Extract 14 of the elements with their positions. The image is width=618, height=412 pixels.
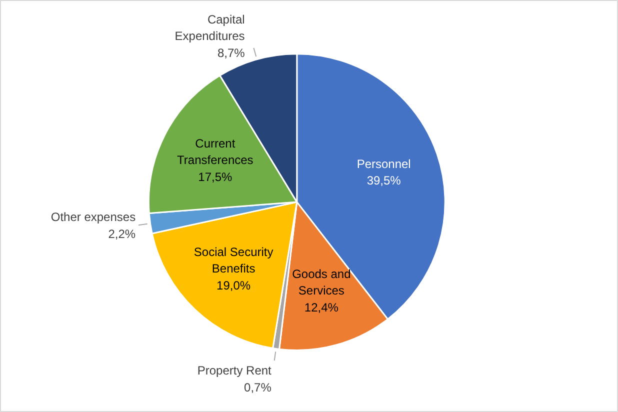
data-label: 17,5% — [198, 170, 233, 184]
data-label: 19,0% — [216, 278, 251, 292]
slice-label: Goods and Services — [292, 266, 351, 298]
slice-label: Other expenses — [50, 210, 136, 224]
data-label: 2,2% — [108, 226, 136, 241]
data-label: 0,7% — [244, 380, 272, 394]
slice-label: Property Rent — [197, 363, 272, 378]
data-label: 12,4% — [304, 300, 339, 314]
slice-label: Social Security Benefits — [194, 244, 274, 276]
slice-label: Capital Expenditures — [174, 12, 245, 44]
slice-label: Personnel — [356, 156, 411, 171]
slice-label: Current Transferences — [177, 136, 254, 168]
data-label: 39,5% — [366, 174, 402, 188]
data-label: 8,7% — [217, 46, 246, 60]
